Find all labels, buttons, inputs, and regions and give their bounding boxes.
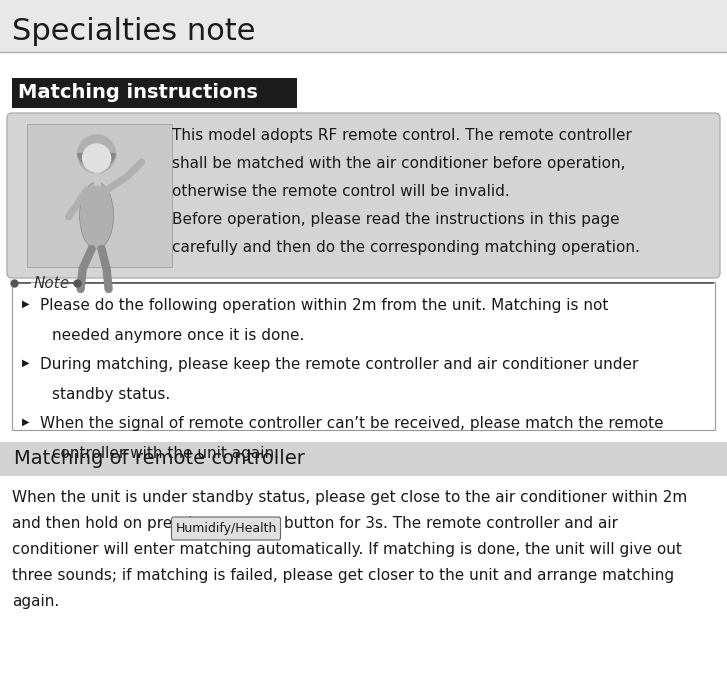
FancyBboxPatch shape	[7, 113, 720, 278]
Bar	[12, 282, 715, 430]
Text: controller with the unit again.: controller with the unit again.	[52, 446, 279, 461]
Text: otherwise the remote control will be invalid.: otherwise the remote control will be inv…	[172, 184, 510, 199]
Ellipse shape	[79, 182, 113, 249]
Text: three sounds; if matching is failed, please get closer to the unit and arrange m: three sounds; if matching is failed, ple…	[12, 568, 674, 583]
Text: When the unit is under standby status, please get close to the air conditioner w: When the unit is under standby status, p…	[12, 490, 687, 505]
Bar	[27, 124, 172, 267]
Text: When the signal of remote controller can’t be received, please match the remote: When the signal of remote controller can…	[40, 415, 664, 431]
Text: carefully and then do the corresponding matching operation.: carefully and then do the corresponding …	[172, 240, 640, 255]
Text: standby status.: standby status.	[52, 387, 170, 402]
Text: shall be matched with the air conditioner before operation,: shall be matched with the air conditione…	[172, 156, 625, 171]
Text: During matching, please keep the remote controller and air conditioner under: During matching, please keep the remote …	[40, 357, 638, 372]
Text: Matching instructions: Matching instructions	[18, 84, 258, 103]
Text: conditioner will enter matching automatically. If matching is done, the unit wil: conditioner will enter matching automati…	[12, 542, 682, 557]
Text: button for 3s. The remote controller and air: button for 3s. The remote controller and…	[284, 516, 617, 531]
Bar	[12, 78, 297, 108]
Text: Specialties note: Specialties note	[12, 17, 255, 47]
Wedge shape	[77, 150, 116, 170]
Text: Note: Note	[34, 276, 70, 290]
FancyBboxPatch shape	[172, 517, 281, 540]
Text: needed anymore once it is done.: needed anymore once it is done.	[52, 329, 305, 343]
Bar	[0, 442, 727, 476]
Text: again.: again.	[12, 594, 59, 609]
Text: and then hold on pressing: and then hold on pressing	[12, 516, 212, 531]
Text: Before operation, please read the instructions in this page: Before operation, please read the instru…	[172, 212, 619, 227]
Text: ▶: ▶	[22, 358, 30, 368]
Text: ▶: ▶	[22, 417, 30, 426]
Text: Matching of remote controller: Matching of remote controller	[14, 450, 305, 468]
Text: ▶: ▶	[22, 299, 30, 309]
Text: Humidify/Health: Humidify/Health	[175, 522, 277, 535]
Text: Please do the following operation within 2m from the unit. Matching is not: Please do the following operation within…	[40, 298, 608, 313]
Bar	[0, 0, 727, 52]
Text: This model adopts RF remote control. The remote controller: This model adopts RF remote control. The…	[172, 128, 632, 143]
Circle shape	[78, 135, 116, 173]
Circle shape	[83, 144, 111, 172]
